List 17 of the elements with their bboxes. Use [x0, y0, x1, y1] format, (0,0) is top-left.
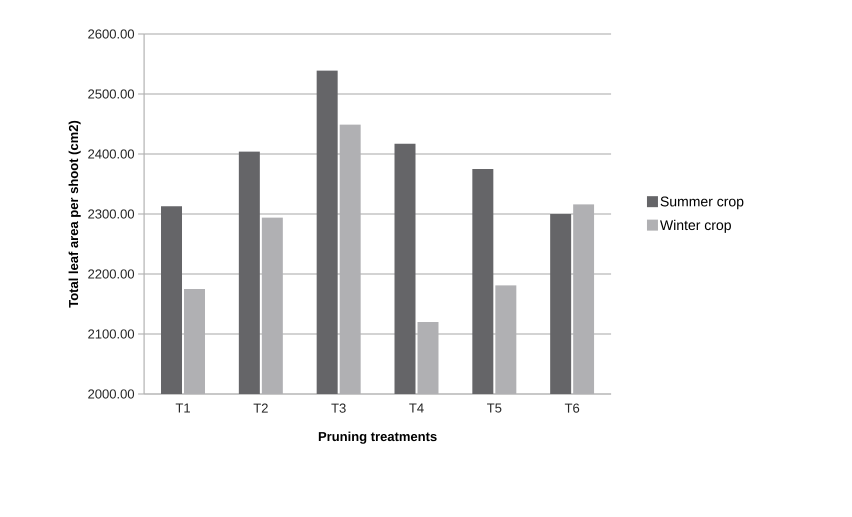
- y-tick-label: 2300.00: [88, 209, 134, 219]
- y-tick-label: 2100.00: [88, 329, 134, 339]
- x-axis-title: Pruning treatments: [318, 432, 437, 444]
- x-tick-label: T2: [254, 404, 268, 413]
- y-tick-label: 2600.00: [88, 29, 134, 39]
- legend-label: Summer crop: [660, 196, 744, 210]
- legend-label: Winter crop: [660, 220, 731, 233]
- y-axis-title: Total leaf area per shoot (cm2): [68, 120, 81, 308]
- x-tick-label: T6: [564, 404, 580, 413]
- y-tick-label: 2200.00: [88, 269, 134, 279]
- x-tick-label: T3: [331, 404, 346, 413]
- y-tick-label: 2400.00: [88, 149, 134, 159]
- x-tick-label: T5: [487, 404, 502, 413]
- y-tick-label: 2000.00: [88, 389, 134, 399]
- x-tick-label: T4: [409, 404, 424, 412]
- y-tick-label: 2500.00: [88, 89, 134, 99]
- x-tick-label: T1: [176, 404, 190, 412]
